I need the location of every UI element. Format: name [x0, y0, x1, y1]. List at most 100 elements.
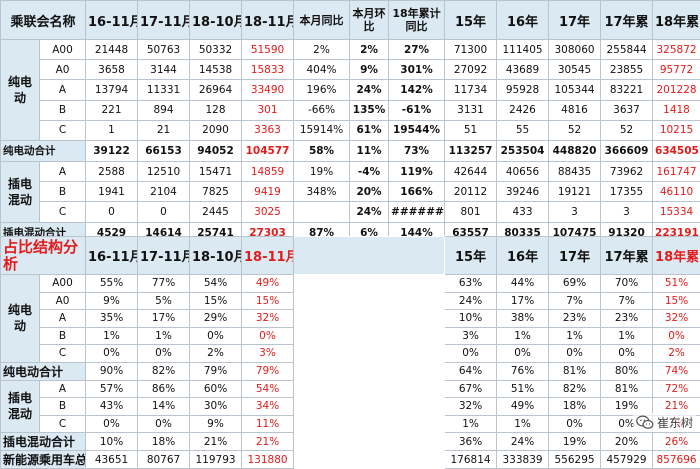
- table-cell: 67%: [445, 380, 497, 398]
- table-cell: 39246: [497, 182, 549, 202]
- table-cell: 301%: [389, 60, 445, 80]
- table-cell: 51: [445, 120, 497, 140]
- table-cell: 196%: [294, 80, 350, 100]
- table-cell: 55: [497, 120, 549, 140]
- table-cell: 2588: [86, 161, 138, 181]
- table-cell: 29%: [190, 310, 242, 328]
- table-cell: 26964: [190, 80, 242, 100]
- table-cell: 119793: [190, 451, 242, 469]
- table-cell: 0%: [445, 345, 497, 363]
- table-cell: 348%: [294, 182, 350, 202]
- table-cell: 71300: [445, 40, 497, 60]
- column-header: 17年: [549, 1, 601, 40]
- blank-cell: [294, 451, 445, 469]
- table-cell: 2%: [294, 40, 350, 60]
- share-group-phev: 插电混动: [1, 380, 40, 433]
- table-cell: 0%: [653, 327, 700, 345]
- column-header: 18年累: [653, 237, 700, 275]
- column-header: 16-11月: [86, 237, 138, 275]
- table-cell: 3131: [445, 100, 497, 120]
- table-cell: 15%: [653, 292, 700, 310]
- wechat-icon: [636, 415, 654, 430]
- table-cell: 9%: [86, 292, 138, 310]
- blank-cell: [294, 310, 445, 328]
- total-label: 插电混动合计: [1, 433, 86, 451]
- column-header: 17年累: [601, 1, 653, 40]
- table-cell: 119%: [389, 161, 445, 181]
- table-cell: 113257: [445, 140, 497, 161]
- row-label: C: [40, 202, 86, 222]
- table-cell: 54%: [190, 275, 242, 293]
- table-cell: 24%: [445, 292, 497, 310]
- table-cell: 20%: [601, 433, 653, 451]
- column-header: 16年: [497, 237, 549, 275]
- table-cell: 73962: [601, 161, 653, 181]
- table-cell: 308060: [549, 40, 601, 60]
- column-header: 17-11月: [138, 237, 190, 275]
- table-cell: 82%: [138, 362, 190, 380]
- table-cell: 86%: [138, 380, 190, 398]
- table-cell: 46110: [653, 182, 700, 202]
- row-label: A00: [40, 40, 86, 60]
- table-cell: 2090: [190, 120, 242, 140]
- column-header: 16-11月: [86, 1, 138, 40]
- table-cell: 64%: [445, 362, 497, 380]
- table-cell: 27092: [445, 60, 497, 80]
- table-cell: 26%: [653, 433, 700, 451]
- table-cell: 0%: [601, 345, 653, 363]
- row-label: B: [40, 100, 86, 120]
- blank-cell: [294, 292, 445, 310]
- table-cell: 15%: [242, 292, 294, 310]
- table-cell: 2%: [350, 40, 389, 60]
- table-cell: 131880: [242, 451, 294, 469]
- table-cell: 30545: [549, 60, 601, 80]
- table-cell: 9%: [190, 415, 242, 433]
- table-cell: 0%: [138, 345, 190, 363]
- table-cell: 15334: [653, 202, 700, 222]
- blank-cell: [294, 362, 445, 380]
- table-cell: 1: [86, 120, 138, 140]
- share-title: 占比结构分析: [1, 237, 86, 275]
- table-cell: 0%: [242, 327, 294, 345]
- table-cell: 60%: [190, 380, 242, 398]
- table-cell: 18%: [549, 398, 601, 416]
- row-label: C: [40, 345, 86, 363]
- table-cell: 20%: [350, 182, 389, 202]
- table-cell: 19%: [294, 161, 350, 181]
- table-cell: 0: [138, 202, 190, 222]
- table-cell: 51590: [242, 40, 294, 60]
- row-label: A: [40, 310, 86, 328]
- table-cell: 19121: [549, 182, 601, 202]
- table-cell: 23%: [601, 310, 653, 328]
- table-cell: 35%: [86, 310, 138, 328]
- table-cell: 857696: [653, 451, 700, 469]
- table-cell: 57%: [86, 380, 138, 398]
- table-cell: 5%: [138, 292, 190, 310]
- column-header: 17年: [549, 237, 601, 275]
- table-cell: 7%: [549, 292, 601, 310]
- row-label: A: [40, 80, 86, 100]
- table-cell: [294, 202, 350, 222]
- table-cell: 3%: [445, 327, 497, 345]
- table-cell: ######: [389, 202, 445, 222]
- table-cell: 39122: [86, 140, 138, 161]
- table-cell: 80767: [138, 451, 190, 469]
- table-cell: 77%: [138, 275, 190, 293]
- column-header: 18-10月: [190, 1, 242, 40]
- table-cell: 13794: [86, 80, 138, 100]
- watermark: 崔东树: [633, 413, 696, 432]
- table-cell: 7825: [190, 182, 242, 202]
- table-cell: 24%: [350, 202, 389, 222]
- row-label: C: [40, 120, 86, 140]
- table-cell: 19544%: [389, 120, 445, 140]
- table-cell: 52: [601, 120, 653, 140]
- total-label: 纯电动合计: [1, 140, 86, 161]
